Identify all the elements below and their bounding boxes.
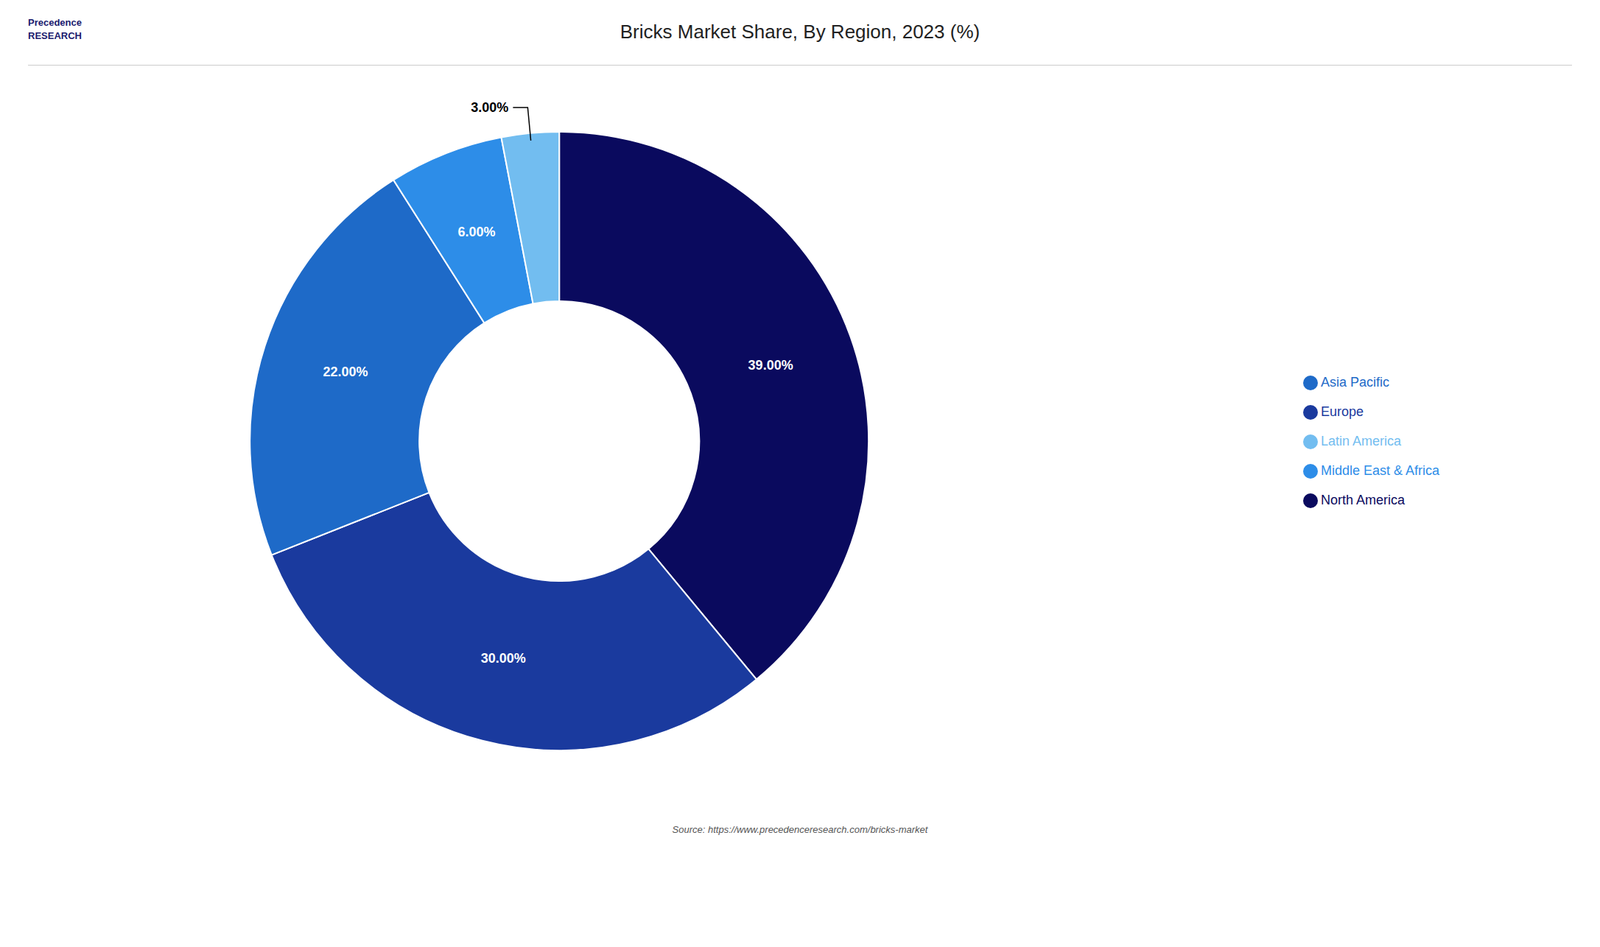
html-text:Europe: Europe: [1320, 404, 1364, 420]
html-text:Middle East & Africa: Middle East & Africa: [1320, 463, 1440, 479]
html-text:RESEARCH: RESEARCH: [27, 30, 82, 42]
svg-text:22.00%: 22.00%: [323, 364, 369, 380]
html-text:Precedence: Precedence: [27, 16, 82, 28]
svg-text:6.00%: 6.00%: [457, 224, 496, 240]
svg-text:39.00%: 39.00%: [748, 358, 794, 373]
html-text:Source: https://www.precedence: Source: https://www.precedenceresearch.c…: [672, 824, 928, 836]
html-text:Asia Pacific: Asia Pacific: [1320, 374, 1390, 390]
svg-text:30.00%: 30.00%: [481, 651, 526, 666]
html-text:Latin America: Latin America: [1320, 433, 1402, 449]
html-text:Bricks Market Share, By Region: Bricks Market Share, By Region, 2023 (%): [620, 20, 980, 43]
svg-text:3.00%: 3.00%: [470, 100, 509, 115]
html-text:North America: North America: [1320, 492, 1405, 508]
